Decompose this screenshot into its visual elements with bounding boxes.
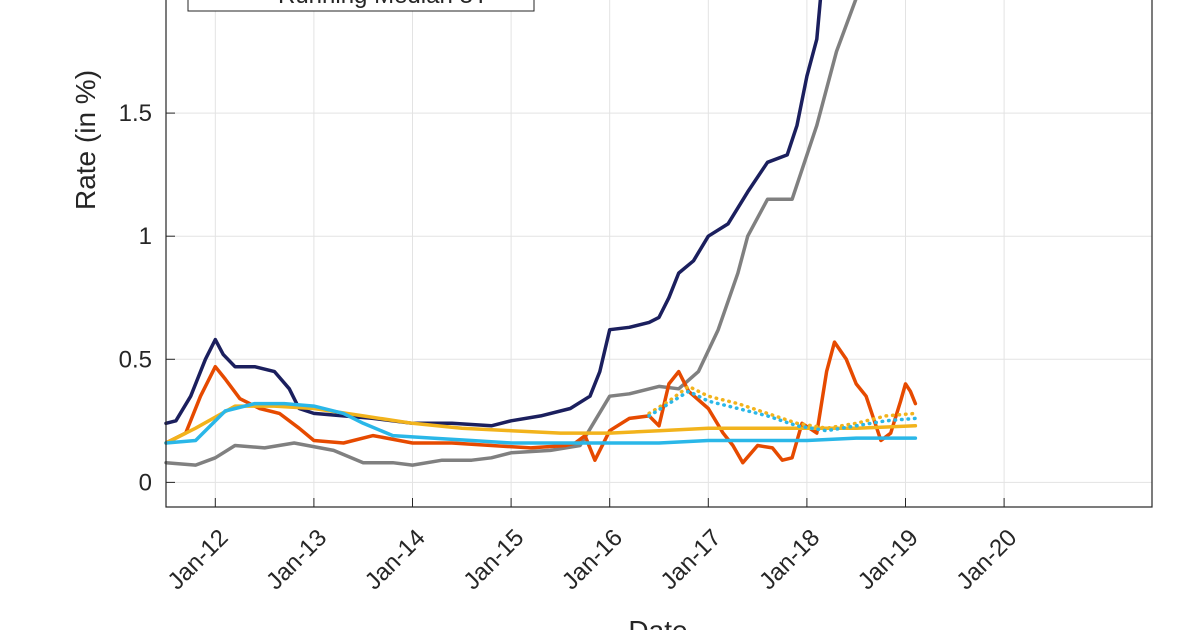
x-tick-label: Jan-18 [754,524,825,595]
x-tick-label: Jan-19 [853,524,924,595]
x-tick-label: Jan-13 [261,524,332,595]
x-tick-label: Jan-12 [163,524,234,595]
series-line-1 [164,0,823,428]
series-line-7 [647,389,918,433]
y-tick-label: 0.5 [119,346,152,373]
x-axis: Jan-12 Jan-13 Jan-14 Jan-15 Jan-16 Jan-17 Jan-… [163,498,1022,595]
plot-frame [165,0,1153,508]
x-tick-label: Jan-20 [951,524,1022,595]
y-tick-label: 0 [139,469,152,496]
x-tick-label: Jan-17 [656,524,727,595]
legend-box [187,0,535,12]
y-tick-label: 2 [139,0,152,4]
legend: Running Median 3Y [187,0,535,12]
y-tick-label: 1.5 [119,100,152,127]
y-axis-label: Rate (in %) [70,70,101,210]
series-line-5 [164,401,918,445]
legend-entry: Running Median 3Y [278,0,489,9]
x-axis-label: Date [628,615,687,630]
x-tick-label: Jan-15 [458,524,529,595]
series-line-6 [647,384,918,430]
x-tick-label: Jan-14 [360,524,431,595]
series-line-3 [164,340,918,465]
y-axis: 0 0.5 1 1.5 2 [119,0,175,496]
y-tick-label: 1 [139,223,152,250]
x-tick-label: Jan-16 [557,524,628,595]
series-group [164,0,918,467]
series-line-4 [164,404,918,445]
series-line-2 [164,0,858,467]
